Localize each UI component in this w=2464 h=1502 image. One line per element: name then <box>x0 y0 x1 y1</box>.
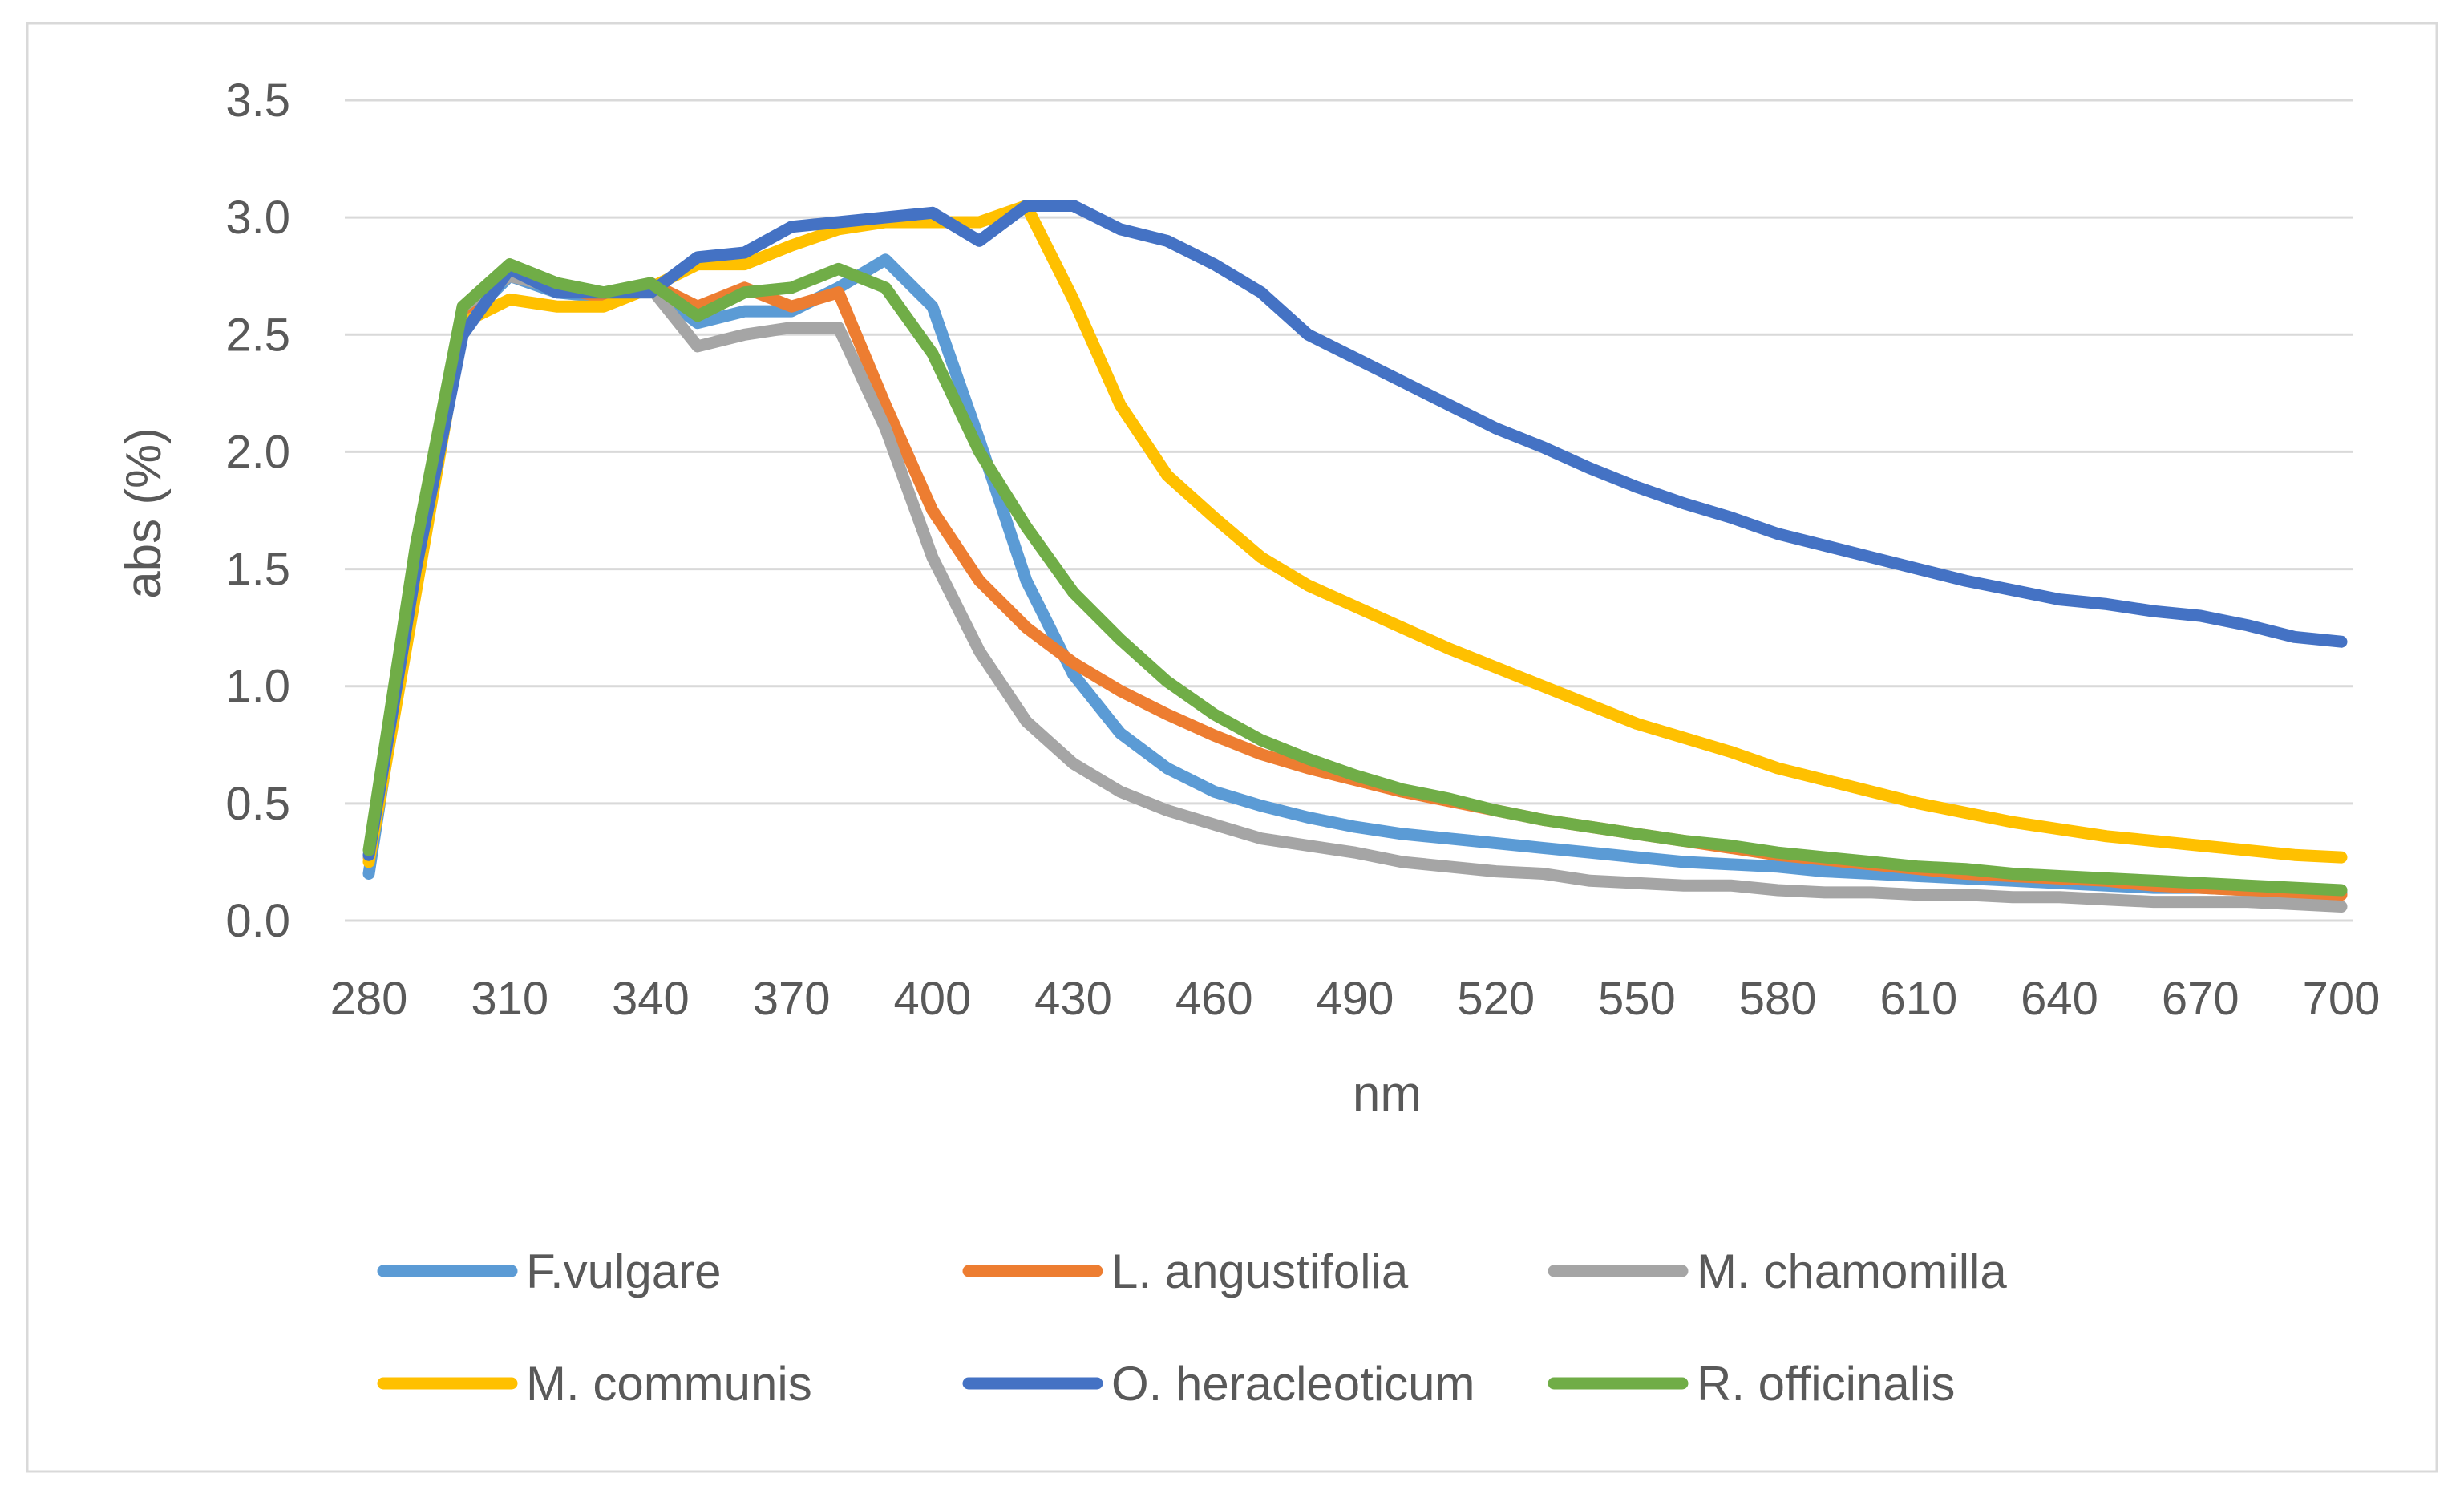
series-line-5 <box>362 200 2348 861</box>
x-tick-label: 520 <box>1457 973 1535 1025</box>
x-tick-label: 310 <box>471 973 548 1025</box>
x-tick-label: 280 <box>330 973 408 1025</box>
y-tick-label: 2.0 <box>225 426 290 478</box>
legend-label: O. heracleoticum <box>1111 1357 1475 1411</box>
y-tick-label: 1.5 <box>225 544 290 596</box>
legend-label: M. communis <box>526 1357 812 1411</box>
x-tick-label: 370 <box>753 973 831 1025</box>
x-tick-label: 550 <box>1598 973 1676 1025</box>
x-tick-label: 490 <box>1317 973 1394 1025</box>
legend-label: L. angustifolia <box>1111 1245 1409 1298</box>
series-lines <box>362 200 2348 913</box>
x-tick-label: 400 <box>893 973 971 1025</box>
x-axis-ticks: 280 310 340 370 400 430 460 490 520 550 580 610 640 6… <box>330 973 2381 1025</box>
legend: F.vulgare L. angustifolia M. chamomilla M. … <box>377 1245 2007 1411</box>
y-tick-label: 3.0 <box>225 192 290 244</box>
y-tick-label: 0.0 <box>225 895 290 947</box>
y-tick-label: 3.5 <box>225 75 290 127</box>
x-tick-label: 610 <box>1879 973 1957 1025</box>
y-tick-label: 0.5 <box>225 778 290 830</box>
y-tick-label: 2.5 <box>225 309 290 361</box>
x-axis-title: nm <box>1353 1067 1422 1122</box>
x-tick-label: 460 <box>1175 973 1253 1025</box>
x-tick-label: 670 <box>2162 973 2239 1025</box>
legend-label: F.vulgare <box>526 1245 721 1298</box>
x-tick-label: 640 <box>2021 973 2098 1025</box>
x-tick-label: 340 <box>612 973 690 1025</box>
legend-label: M. chamomilla <box>1697 1245 2007 1298</box>
gridlines <box>345 99 2353 922</box>
x-tick-label: 700 <box>2303 973 2381 1025</box>
series-line-3 <box>362 269 2348 913</box>
legend-label: R. officinalis <box>1697 1357 1955 1411</box>
series-line-6 <box>362 258 2348 897</box>
x-tick-label: 580 <box>1739 973 1817 1025</box>
y-axis-title: abs (%) <box>116 427 172 599</box>
y-axis-ticks: 0.0 0.5 1.0 1.5 2.0 2.5 3.0 3.5 <box>225 75 290 947</box>
x-tick-label: 430 <box>1034 973 1112 1025</box>
y-tick-label: 1.0 <box>225 661 290 713</box>
chart-border <box>26 22 2438 1473</box>
